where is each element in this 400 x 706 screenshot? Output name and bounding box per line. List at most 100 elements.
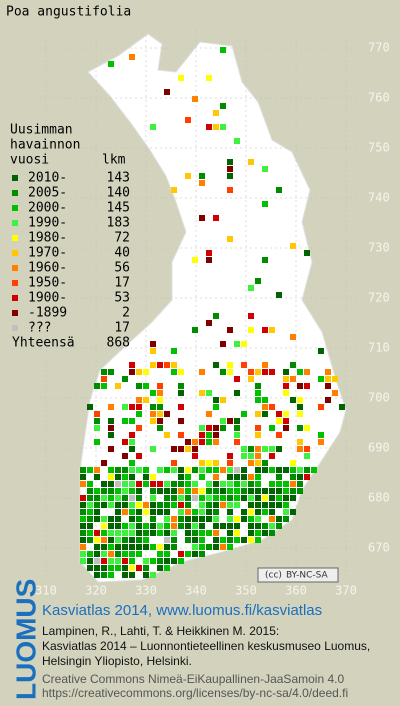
observation-cell (227, 159, 233, 165)
observation-cell (129, 446, 135, 452)
species-title: Poa angustifolia (6, 5, 131, 20)
legend-count: 40 (114, 246, 130, 261)
observation-cell (206, 411, 212, 417)
observation-cell (129, 439, 135, 445)
observation-cell (164, 362, 170, 368)
observation-cell (157, 509, 163, 515)
x-axis-label: 350 (235, 584, 257, 598)
observation-cell (213, 502, 219, 508)
observation-cell (248, 446, 254, 452)
observation-cell (171, 187, 177, 193)
observation-cell (290, 509, 296, 515)
observation-cell (269, 467, 275, 473)
observation-cell (283, 411, 289, 417)
observation-cell (171, 544, 177, 550)
observation-cell (241, 509, 247, 515)
observation-cell (234, 439, 240, 445)
observation-cell (325, 397, 331, 403)
observation-cell (178, 432, 184, 438)
observation-cell (115, 523, 121, 529)
observation-cell (206, 425, 212, 431)
observation-cell (150, 481, 156, 487)
observation-cell (192, 439, 198, 445)
observation-cell (220, 397, 226, 403)
observation-cell (325, 369, 331, 375)
legend-label: 2000- (28, 201, 67, 216)
license-url[interactable]: https://creativecommons.org/licenses/by-… (42, 686, 348, 700)
observation-cell (122, 551, 128, 557)
observation-cell (122, 488, 128, 494)
observation-cell (108, 369, 114, 375)
observation-cell (297, 425, 303, 431)
observation-cell (234, 502, 240, 508)
observation-cell (122, 544, 128, 550)
observation-cell (136, 502, 142, 508)
observation-cell (150, 495, 156, 501)
observation-cell (255, 523, 261, 529)
observation-cell (101, 544, 107, 550)
observation-cell (94, 411, 100, 417)
legend-label: 1990- (28, 216, 67, 231)
x-axis-label: 370 (335, 584, 357, 598)
observation-cell (213, 509, 219, 515)
observation-cell (227, 523, 233, 529)
legend-total: 868 (107, 336, 130, 351)
observation-cell (248, 502, 254, 508)
observation-cell (227, 362, 233, 368)
observation-cell (136, 404, 142, 410)
observation-cell (122, 474, 128, 480)
observation-cell (115, 551, 121, 557)
observation-cell (129, 516, 135, 522)
observation-cell (304, 383, 310, 389)
observation-cell (143, 467, 149, 473)
observation-cell (241, 495, 247, 501)
observation-cell (94, 383, 100, 389)
observation-cell (192, 509, 198, 515)
observation-cell (101, 558, 107, 564)
observation-cell (178, 481, 184, 487)
observation-cell (94, 551, 100, 557)
observation-cell (94, 509, 100, 515)
observation-cell (185, 117, 191, 123)
observation-cell (192, 544, 198, 550)
observation-cell (325, 376, 331, 382)
legend-swatch (12, 190, 18, 196)
observation-cell (150, 446, 156, 452)
legend-swatch (12, 295, 18, 301)
observation-cell (101, 460, 107, 466)
observation-cell (108, 61, 114, 67)
observation-cell (143, 544, 149, 550)
observation-cell (227, 474, 233, 480)
observation-cell (325, 383, 331, 389)
observation-cell (164, 558, 170, 564)
observation-cell (101, 481, 107, 487)
observation-cell (213, 467, 219, 473)
legend-label: 1900- (28, 291, 67, 306)
observation-cell (234, 516, 240, 522)
observation-cell (192, 96, 198, 102)
observation-cell (213, 404, 219, 410)
observation-cell (290, 495, 296, 501)
footer-headline: Kasviatlas 2014, www.luomus.fi/kasviatla… (42, 602, 322, 619)
observation-cell (108, 495, 114, 501)
observation-cell (157, 530, 163, 536)
observation-cell (143, 537, 149, 543)
observation-cell (150, 404, 156, 410)
observation-cell (262, 397, 268, 403)
x-axis-label: 340 (185, 584, 207, 598)
legend-swatch (12, 265, 18, 271)
observation-cell (122, 418, 128, 424)
y-axis-label: 680 (368, 491, 390, 505)
observation-cell (234, 138, 240, 144)
observation-cell (227, 236, 233, 242)
observation-cell (178, 502, 184, 508)
legend-year-header: vuosi (10, 153, 49, 168)
observation-cell (199, 474, 205, 480)
observation-cell (276, 502, 282, 508)
observation-cell (262, 362, 268, 368)
observation-cell (213, 523, 219, 529)
observation-cell (122, 530, 128, 536)
observation-cell (304, 250, 310, 256)
observation-cell (199, 180, 205, 186)
observation-cell (199, 439, 205, 445)
